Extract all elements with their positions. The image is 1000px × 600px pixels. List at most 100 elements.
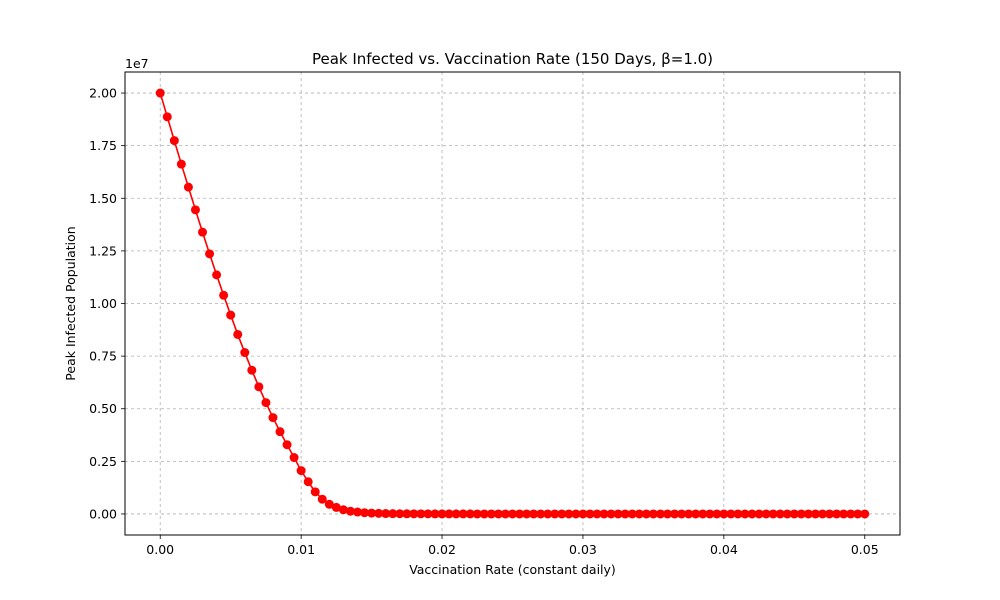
data-point — [226, 310, 236, 320]
data-point — [247, 365, 257, 375]
data-point — [543, 509, 553, 519]
data-point — [550, 509, 560, 519]
y-axis-label: Peak Infected Population — [63, 226, 78, 380]
data-point — [345, 506, 355, 516]
x-axis-label: Vaccination Rate (constant daily) — [409, 562, 616, 577]
data-point — [803, 509, 813, 519]
y-tick-label: 0.75 — [89, 349, 117, 364]
data-point — [655, 509, 665, 519]
data-point — [310, 487, 320, 497]
y-tick-label: 1.00 — [89, 296, 117, 311]
data-point — [761, 509, 771, 519]
data-point — [648, 509, 658, 519]
data-point — [479, 509, 489, 519]
data-point — [212, 270, 222, 280]
data-point — [367, 508, 377, 518]
data-point — [353, 507, 362, 517]
ticks: 0.00 0.01 0.02 0.03 0.04 0.05 0.00 0.25 0.50 0.75… — [89, 86, 879, 557]
data-point — [627, 509, 637, 519]
data-point — [324, 499, 334, 509]
data-point — [846, 509, 856, 519]
data-point — [374, 508, 384, 518]
grid — [125, 72, 900, 535]
data-point — [381, 509, 391, 519]
data-point — [677, 509, 687, 519]
data-point — [289, 453, 299, 463]
data-point — [437, 509, 447, 519]
data-point — [472, 509, 482, 519]
data-point — [430, 509, 440, 519]
data-point — [712, 509, 722, 519]
data-point — [402, 509, 412, 519]
data-point — [486, 509, 496, 519]
data-point — [522, 509, 532, 519]
data-point — [338, 505, 348, 515]
data-point — [691, 509, 701, 519]
data-point — [282, 440, 292, 450]
data-point — [190, 205, 200, 215]
data-point — [606, 509, 616, 519]
data-point — [388, 509, 398, 519]
data-point — [317, 494, 327, 504]
y-tick-label: 0.25 — [89, 454, 117, 469]
data-point — [409, 509, 419, 519]
data-point — [423, 509, 433, 519]
data-point — [183, 182, 193, 192]
data-point — [571, 509, 581, 519]
chart-title: Peak Infected vs. Vaccination Rate (150 … — [312, 50, 713, 68]
x-tick-label: 0.04 — [710, 542, 738, 557]
data-point — [198, 227, 207, 237]
data-point — [529, 509, 539, 519]
data-point — [176, 159, 186, 169]
data-point — [331, 502, 341, 512]
data-point — [740, 509, 750, 519]
x-tick-label: 0.05 — [851, 542, 879, 557]
x-tick-label: 0.03 — [569, 542, 597, 557]
data-point — [564, 509, 574, 519]
data-point — [261, 398, 271, 408]
data-point — [205, 249, 215, 259]
data-point — [303, 477, 313, 487]
data-point — [754, 509, 764, 519]
x-tick-label: 0.00 — [146, 542, 174, 557]
data-point — [796, 509, 806, 519]
data-point — [458, 509, 468, 519]
data-point — [768, 509, 778, 519]
data-point — [416, 509, 426, 519]
data-point — [698, 509, 708, 519]
data-point — [839, 509, 849, 519]
data-point — [465, 509, 475, 519]
y-tick-label: 0.00 — [89, 506, 117, 521]
data-point — [169, 136, 179, 146]
series-marker-layer — [155, 88, 870, 519]
y-tick-label: 0.50 — [89, 401, 117, 416]
data-point — [825, 509, 835, 519]
y-tick-label: 1.25 — [89, 243, 117, 258]
data-point — [810, 509, 820, 519]
data-point — [747, 509, 757, 519]
data-point — [515, 509, 525, 519]
data-point — [613, 509, 623, 519]
data-point — [789, 509, 799, 519]
data-point — [599, 509, 609, 519]
y-tick-label: 1.75 — [89, 138, 117, 153]
data-point — [268, 413, 278, 423]
data-point — [395, 509, 405, 519]
data-point — [585, 509, 595, 519]
data-point — [733, 509, 743, 519]
data-point — [641, 509, 651, 519]
data-point — [705, 509, 715, 519]
y-tick-label: 2.00 — [89, 86, 117, 101]
x-tick-label: 0.02 — [428, 542, 456, 557]
data-point — [360, 508, 370, 518]
data-point — [493, 509, 503, 519]
data-point — [296, 466, 306, 476]
data-point — [670, 509, 680, 519]
data-point — [219, 290, 229, 300]
data-point — [536, 509, 546, 519]
data-point — [719, 509, 729, 519]
y-tick-label: 1.50 — [89, 191, 117, 206]
data-point — [818, 509, 827, 519]
x-tick-label: 0.01 — [287, 542, 315, 557]
